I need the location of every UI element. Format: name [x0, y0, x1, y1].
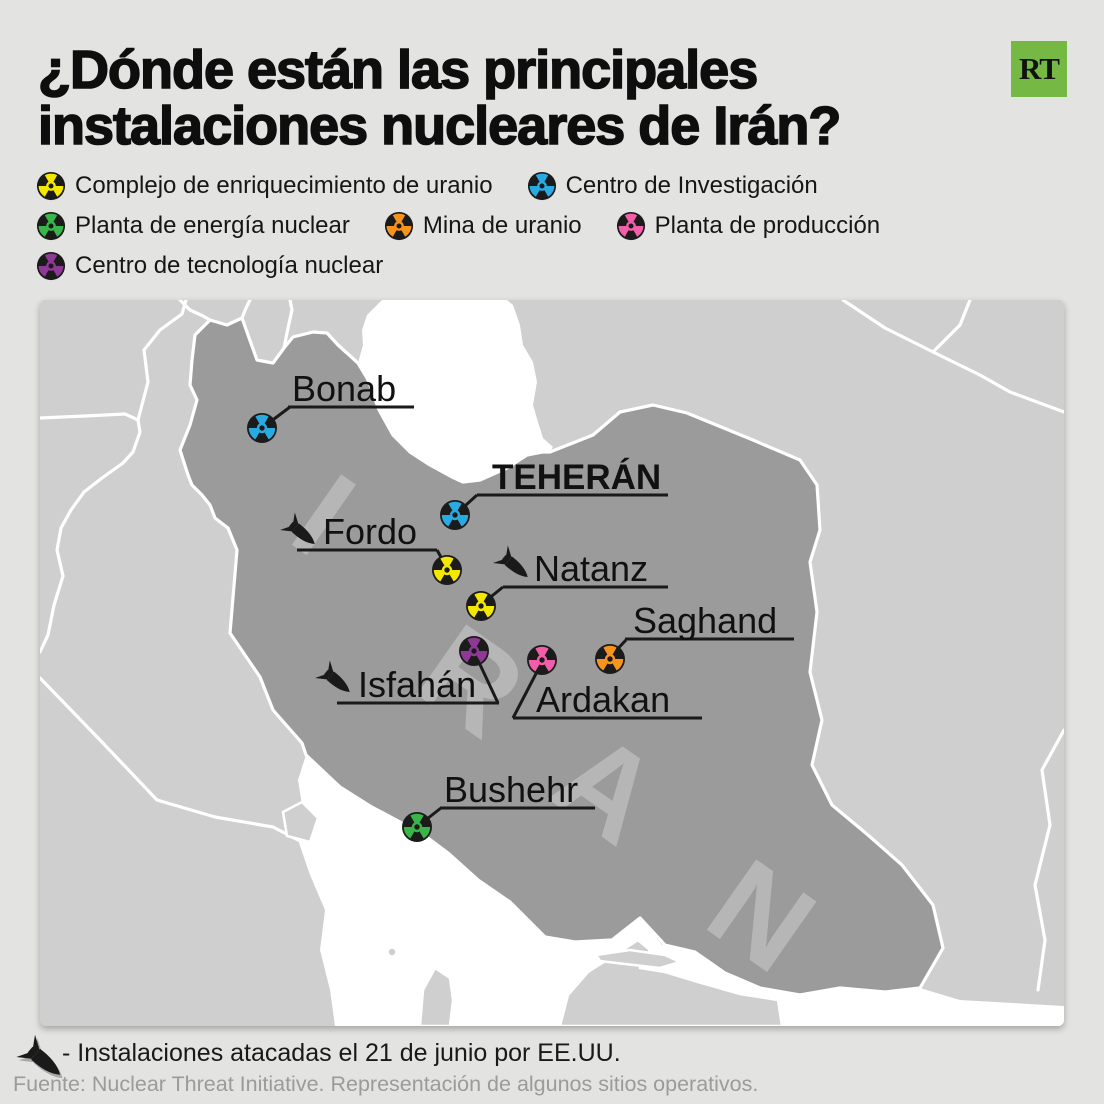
map-marker-fordo: Fordo	[280, 511, 462, 585]
border-armenia-iran	[178, 300, 212, 322]
caspian-sea	[358, 300, 553, 482]
radiation-green-icon	[36, 211, 66, 241]
map-marker-teheran: TEHERÁN	[440, 457, 668, 530]
legend-label: Mina de uranio	[422, 212, 582, 239]
page-title: ¿Dónde están las principales instalacion…	[37, 40, 1018, 157]
radiation-icon-fordo	[432, 555, 462, 585]
map-marker-isfahan: Isfahán	[315, 636, 500, 705]
legend-row-1: Complejo de enriquecimiento de uranio Ce…	[36, 171, 880, 201]
marker-label-natanz: Natanz	[534, 548, 648, 589]
radiation-icon-natanz	[466, 591, 496, 621]
legend: Complejo de enriquecimiento de uranio Ce…	[36, 171, 880, 281]
map-marker-ardakan: Ardakan	[511, 645, 702, 720]
legend-item-production: Planta de producción	[616, 211, 881, 241]
radiation-purple-icon	[36, 251, 66, 281]
marker-label-bonab: Bonab	[292, 368, 396, 409]
radiation-icon-isfahan	[459, 636, 489, 666]
border-iraq-saudi	[40, 676, 300, 842]
marker-label-ardakan: Ardakan	[536, 679, 670, 720]
persian-gulf	[298, 755, 1064, 1026]
border-turkey-armenia	[136, 300, 188, 422]
map-marker-bonab: Bonab	[247, 368, 414, 443]
legend-item-tech-center: Centro de tecnología nuclear	[36, 251, 383, 281]
page-title-line1: ¿Dónde están las principales	[37, 40, 759, 100]
radiation-icon-ardakan	[527, 645, 557, 675]
radiation-blue-icon	[527, 171, 556, 201]
attacked-note: - Instalaciones atacadas el 21 de junio …	[62, 1039, 621, 1067]
source-note: Fuente: Nuclear Threat Initiative. Repre…	[13, 1072, 759, 1096]
legend-item-power-plant: Planta de energía nuclear	[36, 211, 350, 241]
legend-label: Centro de Investigación	[565, 172, 818, 199]
legend-row-3: Centro de tecnología nuclear	[36, 251, 880, 281]
border-nakhchivan	[240, 300, 294, 350]
map-marker-saghand: Saghand	[595, 600, 794, 674]
kuwait-shape	[281, 800, 320, 844]
map-marker-bushehr: Bushehr	[402, 769, 595, 842]
legend-label: Planta de producción	[654, 212, 881, 239]
qatar-shape	[418, 966, 455, 1026]
iran-shape	[178, 316, 945, 997]
marker-label-fordo: Fordo	[323, 511, 417, 552]
border-turkmenistan-uzbekistan	[841, 300, 1064, 414]
legend-label: Centro de tecnología nuclear	[75, 252, 384, 279]
border-turkey-iraq	[40, 412, 142, 654]
marker-label-saghand: Saghand	[633, 600, 777, 641]
radiation-icon-teheran	[440, 500, 470, 530]
bahrain-island	[386, 946, 398, 958]
radiation-icon-saghand	[595, 644, 625, 674]
border-afghanistan-pakistan	[1033, 728, 1064, 992]
legend-item-research: Centro de Investigación	[527, 171, 818, 201]
marker-label-isfahan: Isfahán	[358, 664, 476, 705]
qeshm-island	[594, 948, 682, 970]
radiation-icon-bushehr	[402, 812, 432, 842]
radiation-pink-icon	[616, 211, 645, 241]
map-marker-natanz: Natanz	[466, 545, 668, 621]
marker-label-teheran: TEHERÁN	[492, 457, 661, 497]
legend-item-enrichment: Complejo de enriquecimiento de uranio	[36, 171, 493, 201]
legend-label: Complejo de enriquecimiento de uranio	[75, 172, 493, 199]
legend-label: Planta de energía nuclear	[75, 212, 350, 239]
radiation-yellow-icon	[36, 171, 66, 201]
rt-logo: RT	[1011, 41, 1067, 97]
radiation-orange-icon	[384, 211, 413, 241]
legend-item-uranium-mine: Mina de uranio	[384, 211, 582, 241]
legend-row-2: Planta de energía nuclear Mina de uranio…	[36, 211, 880, 241]
radiation-icon-bonab	[247, 413, 277, 443]
rt-logo-text: RT	[1019, 51, 1060, 86]
marker-label-bushehr: Bushehr	[444, 769, 578, 810]
page-title-line2: instalaciones nucleares de Irán?	[37, 96, 842, 157]
border-turkmenistan-branch	[931, 300, 972, 354]
